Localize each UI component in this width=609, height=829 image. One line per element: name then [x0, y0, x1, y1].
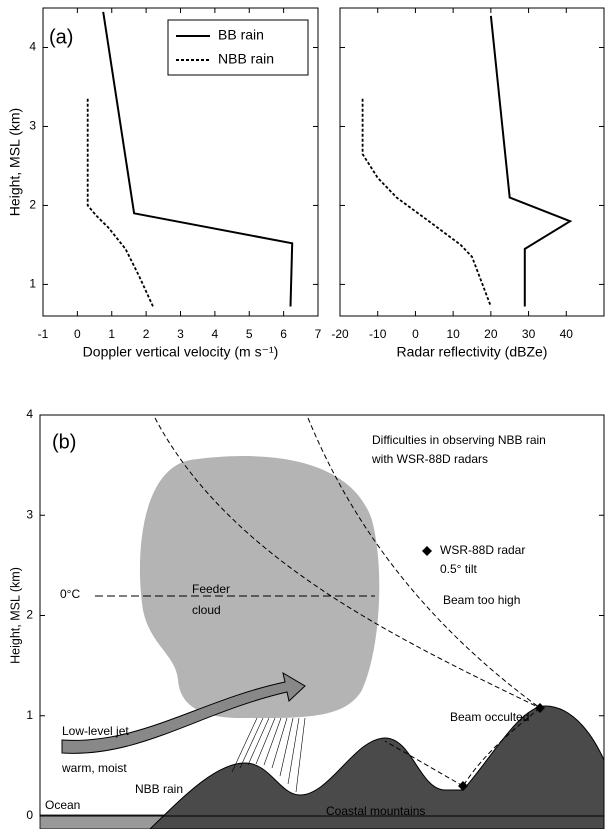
- y-tick-label: 4: [29, 40, 36, 54]
- x-tick-label: 0: [412, 327, 419, 341]
- series-line: [489, 15, 573, 307]
- x-tick-label: 10: [446, 327, 460, 341]
- beam: [384, 740, 464, 787]
- y-tick-label: 1: [26, 708, 33, 722]
- annotation: 0°C: [60, 587, 80, 601]
- x-tick-label: -20: [331, 327, 349, 341]
- x-tick-label: 5: [246, 327, 253, 341]
- annotation: WSR-88D radar: [440, 543, 525, 557]
- x-tick-label: 3: [177, 327, 184, 341]
- x-tick-label: 40: [560, 327, 574, 341]
- y-tick-label: 0: [26, 808, 33, 822]
- plot-frame: [339, 7, 605, 317]
- annotations: (b) Difficulties in observing NBB rain w…: [45, 431, 546, 818]
- x-tick-label: 7: [315, 327, 322, 341]
- annotation: Difficulties in observing NBB rain: [372, 433, 546, 447]
- y-tick-label: 2: [26, 608, 33, 622]
- nbb-rain-streaks: [231, 717, 306, 793]
- x-tick-label: 6: [280, 327, 287, 341]
- annotation: cloud: [192, 603, 221, 617]
- feeder-cloud: [139, 456, 380, 719]
- annotation: Coastal mountains: [326, 804, 425, 818]
- annotation: 0.5° tilt: [440, 562, 477, 576]
- schematic-shapes: [39, 417, 605, 829]
- x-tick-label: 4: [212, 327, 219, 341]
- radar-marker: [535, 703, 545, 713]
- y-tick-label: 1: [29, 277, 36, 291]
- legend-label: BB rain: [218, 27, 264, 43]
- series-line: [102, 11, 294, 307]
- radar-marker: [458, 781, 468, 791]
- annotation: Low-level jet: [62, 724, 129, 738]
- mountains: [149, 705, 605, 829]
- y-tick-label: 3: [29, 119, 36, 133]
- annotation: Ocean: [45, 798, 80, 812]
- low-level-jet-arrow: [61, 671, 306, 754]
- x-tick-label: -1: [38, 327, 49, 341]
- x-tick-label: 20: [484, 327, 498, 341]
- legend-label: NBB rain: [218, 51, 274, 67]
- y-axis-label: Height, MSL (km): [8, 567, 22, 664]
- x-tick-label: 2: [143, 327, 150, 341]
- radar-legend-marker: [422, 546, 432, 556]
- annotation: Beam too high: [443, 593, 520, 607]
- x-axis-label: Doppler vertical velocity (m s⁻¹): [83, 344, 279, 360]
- y-tick-label: 4: [26, 407, 33, 421]
- beam: [154, 417, 541, 709]
- annotation: NBB rain: [135, 782, 183, 796]
- beam: [462, 707, 541, 787]
- annotation: Beam occulted: [450, 710, 529, 724]
- annotation: Feeder: [192, 582, 230, 596]
- annotation: warm, moist: [61, 761, 127, 775]
- legend-frame: [167, 19, 309, 76]
- annotation: with WSR-88D radars: [371, 452, 488, 466]
- y-tick-label: 2: [29, 198, 36, 212]
- beam: [307, 417, 541, 709]
- x-tick-label: 0: [74, 327, 81, 341]
- panel-label: (b): [52, 431, 76, 453]
- x-tick-label: 30: [522, 327, 536, 341]
- x-axis-label: Radar reflectivity (dBZe): [397, 344, 548, 360]
- y-tick-label: 3: [26, 507, 33, 521]
- x-tick-label: 1: [108, 327, 115, 341]
- series-line: [86, 98, 154, 307]
- panel-label: (a): [49, 26, 73, 48]
- series-line: [361, 98, 492, 307]
- y-axis-label: Height, MSL (km): [7, 108, 23, 216]
- x-tick-label: -10: [369, 327, 387, 341]
